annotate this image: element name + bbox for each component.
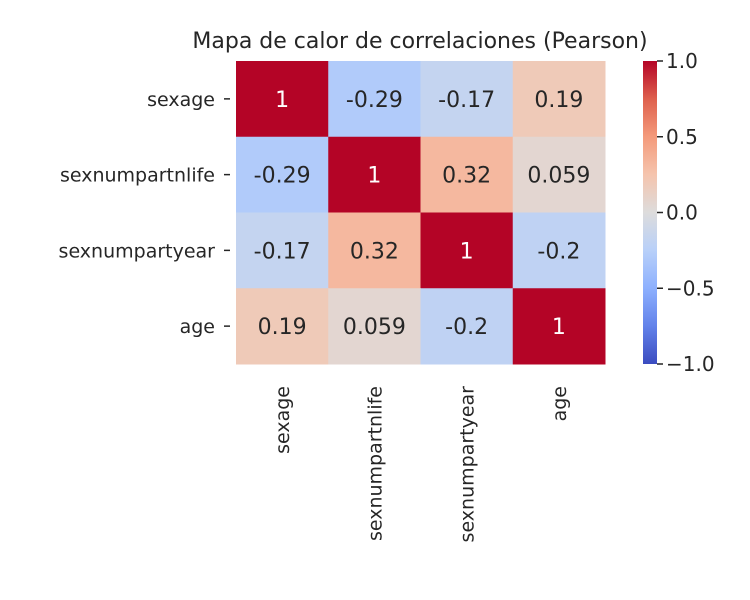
heatmap-cell [512, 136, 606, 213]
column-label: sexage [272, 386, 294, 454]
column-label: age [549, 386, 571, 421]
cell-value-label: 0.32 [442, 164, 491, 189]
chart-title: Mapa de calor de correlaciones (Pearson) [192, 29, 647, 54]
column-label: sexnumpartyear [457, 386, 479, 543]
cell-value-label: 0.32 [350, 239, 399, 264]
heatmap-cell [236, 61, 329, 138]
cell-value-label: 1 [367, 164, 381, 189]
heatmap-cell [236, 212, 329, 289]
row-label: sexnumpartyear [59, 240, 216, 262]
heatmap-cell [236, 288, 329, 365]
cell-value-label: 0.19 [534, 88, 583, 113]
cell-value-label: 0.059 [527, 164, 590, 189]
heatmap-cell [512, 288, 606, 365]
row-label: age [180, 316, 215, 338]
column-label: sexnumpartnlife [364, 386, 386, 541]
colorbar-tick-label: 1.0 [666, 49, 698, 73]
heatmap-cell [236, 136, 329, 213]
cell-value-label: -0.2 [537, 239, 580, 264]
cell-value-label: -0.17 [254, 239, 311, 264]
heatmap-cell [420, 61, 514, 138]
cell-value-label: 1 [552, 315, 566, 340]
row-label: sexage [147, 89, 215, 111]
heatmap-cell [420, 136, 514, 213]
colorbar-tick-label: 0.0 [666, 201, 698, 225]
cell-value-label: 0.19 [258, 315, 307, 340]
heatmap-cell [328, 288, 421, 365]
cell-value-label: 1 [460, 239, 474, 264]
row-labels: sexage sexnumpartnlife sexnumpartyear age [59, 89, 230, 338]
row-label: sexnumpartnlife [60, 165, 215, 187]
cell-value-label: -0.29 [254, 164, 311, 189]
cell-value-label: 1 [275, 88, 289, 113]
colorbar [643, 61, 657, 364]
heatmap-cell [328, 212, 421, 289]
cell-value-label: -0.29 [346, 88, 403, 113]
colorbar-ticks: 1.0 0.5 0.0 −0.5 −1.0 [657, 49, 715, 376]
column-labels: sexage sexnumpartnlife sexnumpartyear age [272, 386, 571, 543]
colorbar-tick-label: −1.0 [666, 352, 715, 376]
colorbar-tick-label: 0.5 [666, 125, 698, 149]
heatmap-cells: 1 -0.29 -0.17 0.19 -0.29 1 0.32 0.059 -0.17 0.32 1… [236, 61, 606, 365]
heatmap-cell [420, 288, 514, 365]
heatmap-cell [512, 61, 606, 138]
cell-value-label: 0.059 [343, 315, 406, 340]
heatmap-cell [328, 136, 421, 213]
heatmap-cell [328, 61, 421, 138]
cell-value-label: -0.2 [445, 315, 488, 340]
colorbar-tick-label: −0.5 [666, 276, 715, 300]
heatmap-cell [420, 212, 514, 289]
heatmap-cell [512, 212, 606, 289]
cell-value-label: -0.17 [438, 88, 495, 113]
